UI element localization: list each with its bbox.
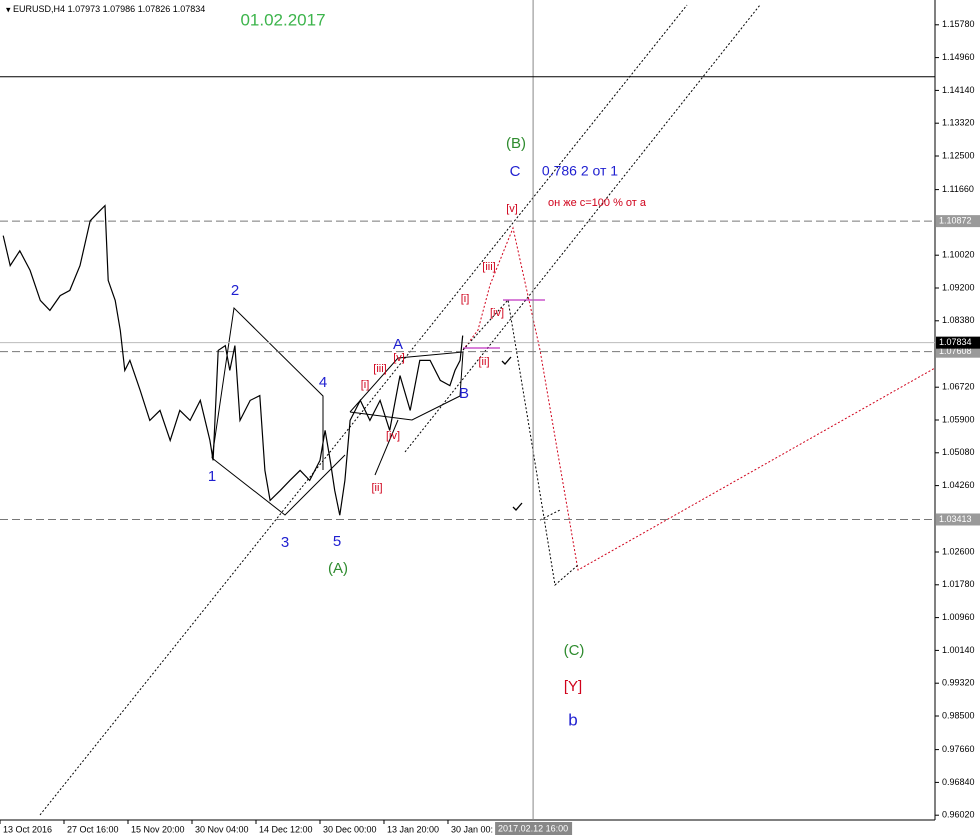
- y-tick-label: 1.12500: [942, 150, 975, 160]
- chart-title: 01.02.2017: [240, 10, 325, 29]
- y-tick-label: 1.10020: [942, 250, 975, 260]
- level-box: [936, 345, 980, 358]
- wave-label: он же c=100 % от а: [548, 197, 647, 209]
- price-box: [936, 336, 980, 349]
- crosshair-box: [495, 822, 573, 835]
- y-tick-label: 1.00960: [942, 612, 975, 622]
- x-tick-label: 15 Nov 20:00: [131, 824, 185, 834]
- wave-label: (B): [506, 135, 526, 152]
- y-tick-label: 1.02600: [942, 546, 975, 556]
- y-tick-label: 1.11660: [942, 184, 974, 194]
- x-tick-label: 30 Nov 04:00: [195, 824, 249, 834]
- y-tick-label: 1.09200: [942, 282, 975, 292]
- wave-label: C: [510, 163, 521, 180]
- wave-label: [v]: [506, 203, 518, 215]
- y-tick-label: 0.96020: [942, 810, 975, 820]
- channel-line: [404, 4, 761, 453]
- wave-label: 3: [281, 534, 289, 551]
- symbol: ▾ EURUSD,H4 1.07973 1.07986 1.07826 1.07…: [6, 4, 205, 14]
- price-series: [2, 204, 464, 516]
- x-tick-label: 30 Dec 00:00: [323, 824, 377, 834]
- wave-label: [ii]: [479, 356, 490, 368]
- wave-label: [Y]: [564, 678, 582, 695]
- wave-label: 4: [319, 374, 327, 391]
- x-tick-label: 27 Oct 16:00: [67, 824, 119, 834]
- wave-label: 0.786 2 от 1: [542, 163, 618, 179]
- crosshair-label: 2017.02.12 16:00: [498, 823, 568, 833]
- y-tick-label: 1.05900: [942, 414, 975, 424]
- wave-label: [i]: [461, 293, 470, 305]
- level-label: 1.07608: [939, 346, 972, 356]
- wave-label: B: [459, 385, 469, 402]
- wave-label: [iii]: [373, 363, 386, 375]
- y-tick-label: 1.06720: [942, 382, 975, 392]
- wave-label: (C): [564, 642, 585, 659]
- y-tick-label: 1.08380: [942, 315, 975, 325]
- x-tick-label: 14 Dec 12:00: [259, 824, 313, 834]
- y-tick-label: 1.00140: [942, 645, 975, 655]
- y-tick-label: 1.04260: [942, 480, 975, 490]
- y-tick-label: 1.15780: [942, 19, 975, 29]
- y-tick-label: 0.96840: [942, 777, 975, 787]
- projection-line: [462, 226, 936, 571]
- wave-label: (A): [328, 560, 348, 577]
- channel-line: [39, 4, 688, 816]
- wave-label: [iv]: [386, 430, 400, 442]
- wave-label: A: [393, 336, 403, 353]
- open: 1.07973: [68, 4, 101, 14]
- y-tick-label: 0.97660: [942, 744, 975, 754]
- y-tick-label: 0.98500: [942, 710, 975, 720]
- symbol-text: EURUSD,H4: [13, 4, 65, 14]
- check-mark: [512, 502, 523, 511]
- high: 1.07986: [103, 4, 136, 14]
- wave-label: 5: [333, 533, 341, 550]
- wave-label: [i]: [361, 379, 370, 391]
- wave-label: [iv]: [490, 307, 504, 319]
- y-tick-label: 1.13320: [942, 118, 975, 128]
- level-box: [936, 215, 980, 228]
- x-tick-label: 13 Jan 20:00: [387, 824, 439, 834]
- wave-label: [v]: [393, 352, 405, 364]
- low: 1.07826: [138, 4, 171, 14]
- x-tick-label: 30 Jan 00:: [451, 824, 493, 834]
- y-tick-label: 1.05080: [942, 447, 975, 457]
- wave-label: [iii]: [482, 261, 495, 273]
- wave-line: [374, 419, 399, 476]
- x-tick-label: 13 Oct 2016: [3, 824, 52, 834]
- wave-label: b: [568, 710, 577, 729]
- projection-line: [462, 298, 579, 586]
- check-mark: [501, 356, 512, 365]
- wave-label: 1: [208, 468, 216, 485]
- close: 1.07834: [173, 4, 206, 14]
- level-box: [936, 513, 980, 526]
- wave-line: [211, 454, 346, 516]
- wave-label: 2: [231, 282, 239, 299]
- level-label: 1.10872: [939, 215, 972, 225]
- y-tick-label: 0.99320: [942, 678, 975, 688]
- y-tick-label: 1.01780: [942, 579, 975, 589]
- price-label: 1.07834: [939, 337, 972, 347]
- level-label: 1.03413: [939, 514, 972, 524]
- wave-line: [349, 351, 464, 421]
- y-tick-label: 1.14140: [942, 85, 975, 95]
- wave-label: [ii]: [372, 482, 383, 494]
- y-tick-label: 1.14960: [942, 52, 975, 62]
